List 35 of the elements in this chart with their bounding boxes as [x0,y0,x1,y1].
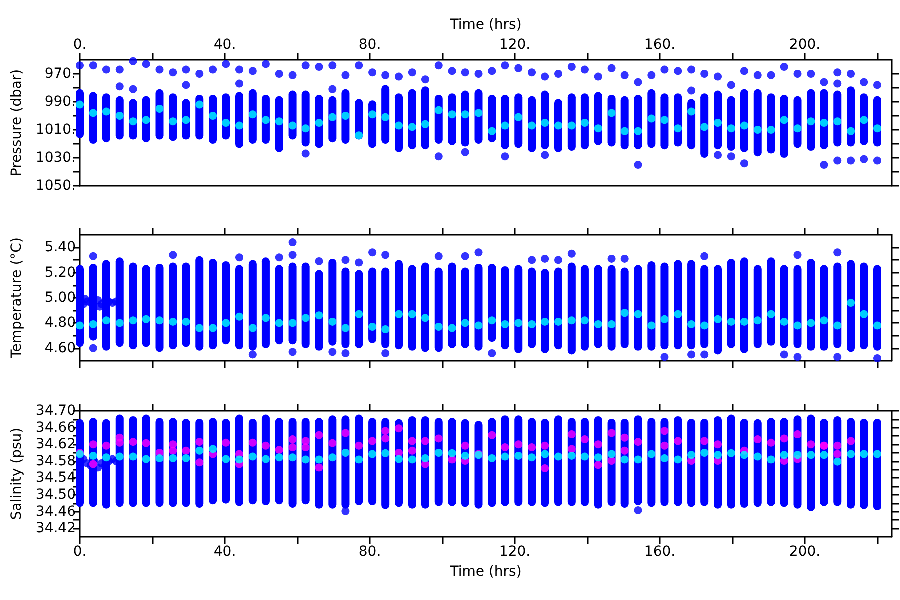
y-tick-label: 5.00 [44,290,76,306]
y-tick-label: 34.46 [36,504,76,520]
y-tick-label: 34.66 [36,420,76,436]
y-tick-label: 1010. [36,122,76,138]
y-axis-title: Temperature (°C) [9,238,25,360]
y-tick-label: 4.80 [44,315,76,332]
y-tick-label: 34.50 [36,487,76,503]
x2-tick-label: 160. [644,37,676,53]
x-tick-label: 200. [789,544,821,560]
x-axis-title: Time (hrs) [449,564,522,580]
x-tick-label: 40. [214,544,236,560]
x2-tick-label: 0. [73,37,87,53]
y-tick-label: 5.40 [44,240,76,256]
x-tick-label: 80. [358,544,382,560]
x2-tick-label: 40. [214,37,236,53]
y-axis-title: Salinity (psu) [9,428,25,520]
y-tick-label: 34.58 [36,453,76,470]
x2-tick-label: 80. [358,37,382,53]
y-tick-label: 990. [44,94,76,110]
x-tick-label: 120. [499,544,531,560]
y-tick-label: 970. [44,66,76,82]
y-tick-label: 34.54 [36,470,76,486]
y-tick-label: 5.20 [44,264,76,281]
y-tick-label: 34.42 [36,520,76,537]
x2-axis-title: Time (hrs) [449,17,522,33]
y-tick-label: 4.60 [44,340,76,356]
x-tick-label: 0. [73,544,87,560]
y-tick-label: 34.62 [36,436,76,453]
x-tick-label: 160. [644,544,676,560]
y-tick-label: 34.70 [36,403,76,419]
y-axis-title: Pressure (dbar) [9,69,25,177]
x2-tick-label: 200. [789,37,821,53]
y-tick-label: 1030. [36,150,76,166]
x2-tick-label: 120. [499,37,531,53]
y-tick-label: 1050. [36,178,76,194]
